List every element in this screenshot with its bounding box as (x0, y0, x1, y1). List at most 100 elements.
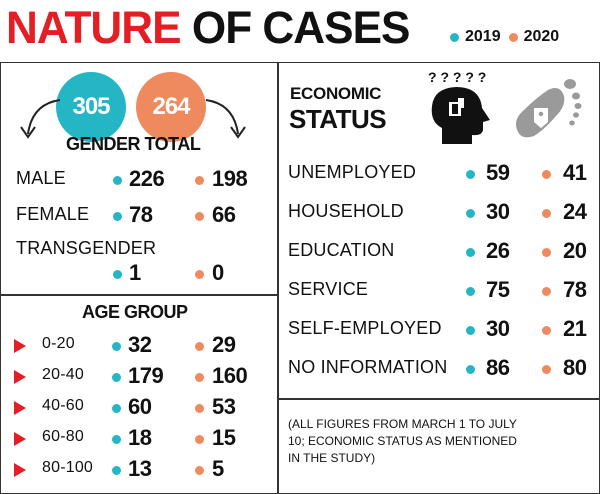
dot-2019 (113, 270, 122, 279)
economic-value-2019: 75 (486, 277, 510, 302)
footprint-with-tag-icon (516, 79, 582, 138)
arrow-right-icon (14, 401, 26, 415)
curved-arrow-right-icon (205, 99, 246, 139)
gender-total-heading: GENDER TOTAL (66, 134, 201, 154)
legend-dot-2019 (450, 32, 459, 42)
footnote-line-3: IN THE STUDY) (288, 451, 376, 465)
age-label: 0-20 (42, 335, 75, 352)
dot-2019 (466, 209, 475, 218)
title-part2: OF CASES (191, 2, 411, 53)
vertical-divider (277, 62, 279, 494)
dot-2019 (113, 212, 122, 221)
dot-2020 (195, 176, 204, 185)
legend-2020: 2020 (508, 28, 559, 46)
age-value-2020: 53 (212, 394, 236, 419)
arrow-right-icon (14, 432, 26, 446)
gender-label: MALE (16, 168, 66, 188)
age-value-2020: 160 (212, 363, 248, 388)
footnote: (ALL FIGURES FROM MARCH 1 TO JULY 10; EC… (288, 416, 593, 467)
dot-2020 (542, 326, 551, 335)
economic-label: SERVICE (288, 279, 369, 299)
legend-dot-2020 (508, 32, 518, 42)
age-label: 80-100 (42, 459, 94, 476)
dot-2019 (112, 342, 121, 351)
gender-age-divider (0, 294, 278, 296)
economic-value-2019: 30 (486, 316, 510, 341)
economic-value-2020: 41 (563, 160, 587, 185)
age-label: 60-80 (42, 428, 84, 445)
age-value-2019: 179 (128, 363, 164, 388)
dot-2019 (466, 287, 475, 296)
economic-value-2020: 80 (563, 355, 587, 380)
arrow-right-icon (14, 463, 26, 477)
dot-2019 (466, 326, 475, 335)
economic-value-2019: 59 (486, 160, 510, 185)
economic-label: UNEMPLOYED (288, 162, 417, 182)
age-value-2020: 29 (212, 332, 236, 357)
economic-value-2020: 20 (563, 238, 587, 263)
economic-value-2019: 30 (486, 199, 510, 224)
page-title: NATURE OF CASES (6, 2, 411, 54)
economic-value-2020: 24 (563, 199, 587, 224)
dot-2019 (112, 466, 121, 475)
dot-2019 (466, 248, 475, 257)
age-value-2019: 18 (128, 425, 152, 450)
dot-2019 (112, 404, 121, 413)
arrow-right-icon (14, 370, 26, 384)
gender-value-2020: 0 (212, 260, 224, 285)
dot-2020 (195, 435, 204, 444)
dot-2020 (542, 365, 551, 374)
gender-value-2019: 78 (129, 202, 153, 227)
svg-text:? ? ? ? ?: ? ? ? ? ? (428, 69, 486, 85)
age-value-2019: 32 (128, 332, 152, 357)
age-label: 40-60 (42, 397, 84, 414)
curved-arrow-left-icon (20, 99, 61, 139)
dot-2020 (195, 212, 204, 221)
dot-2020 (195, 466, 204, 475)
economic-label: HOUSEHOLD (288, 201, 404, 221)
footnote-line-1: (ALL FIGURES FROM MARCH 1 TO JULY (288, 417, 517, 431)
age-group-heading: AGE GROUP (82, 302, 188, 322)
dot-2020 (195, 342, 204, 351)
economic-value-2020: 78 (563, 277, 587, 302)
dot-2020 (542, 170, 551, 179)
dot-2019 (112, 435, 121, 444)
dot-2020 (542, 287, 551, 296)
dot-2019 (112, 373, 121, 382)
head-with-question-marks-icon: ? ? ? ? ? (428, 69, 490, 144)
legend-2019: 2019 (450, 28, 501, 46)
age-value-2020: 15 (212, 425, 236, 450)
gender-value-2019: 1 (129, 260, 141, 285)
gender-value-2019: 226 (129, 166, 165, 191)
dot-2020 (542, 248, 551, 257)
economic-heading-2: STATUS (289, 104, 387, 134)
gender-total-2019-circle: 305 (56, 72, 126, 142)
arrow-right-icon (14, 339, 26, 353)
gender-label: TRANSGENDER (16, 238, 157, 258)
gender-value-2020: 198 (212, 166, 248, 191)
economic-value-2019: 26 (486, 238, 510, 263)
economic-label: NO INFORMATION (288, 357, 448, 377)
age-value-2019: 60 (128, 394, 152, 419)
age-label: 20-40 (42, 366, 84, 383)
gender-total-2020-circle: 264 (136, 72, 206, 142)
dot-2020 (195, 373, 204, 382)
age-value-2019: 13 (128, 456, 152, 481)
dot-2020 (195, 270, 204, 279)
gender-value-2020: 66 (212, 202, 236, 227)
economic-label: EDUCATION (288, 240, 395, 260)
economic-value-2019: 86 (486, 355, 510, 380)
footnote-line-2: 10; ECONOMIC STATUS AS MENTIONED (288, 434, 517, 448)
dot-2019 (113, 176, 122, 185)
dot-2019 (466, 365, 475, 374)
economic-label: SELF-EMPLOYED (288, 318, 442, 338)
age-value-2020: 5 (212, 456, 224, 481)
legend: 2019 2020 (450, 28, 567, 46)
gender-label: FEMALE (16, 204, 90, 224)
dot-2020 (542, 209, 551, 218)
economic-note-divider (277, 398, 600, 400)
economic-heading-1: ECONOMIC (290, 84, 382, 103)
economic-value-2020: 21 (563, 316, 587, 341)
dot-2019 (466, 170, 475, 179)
title-part1: NATURE (6, 2, 182, 53)
